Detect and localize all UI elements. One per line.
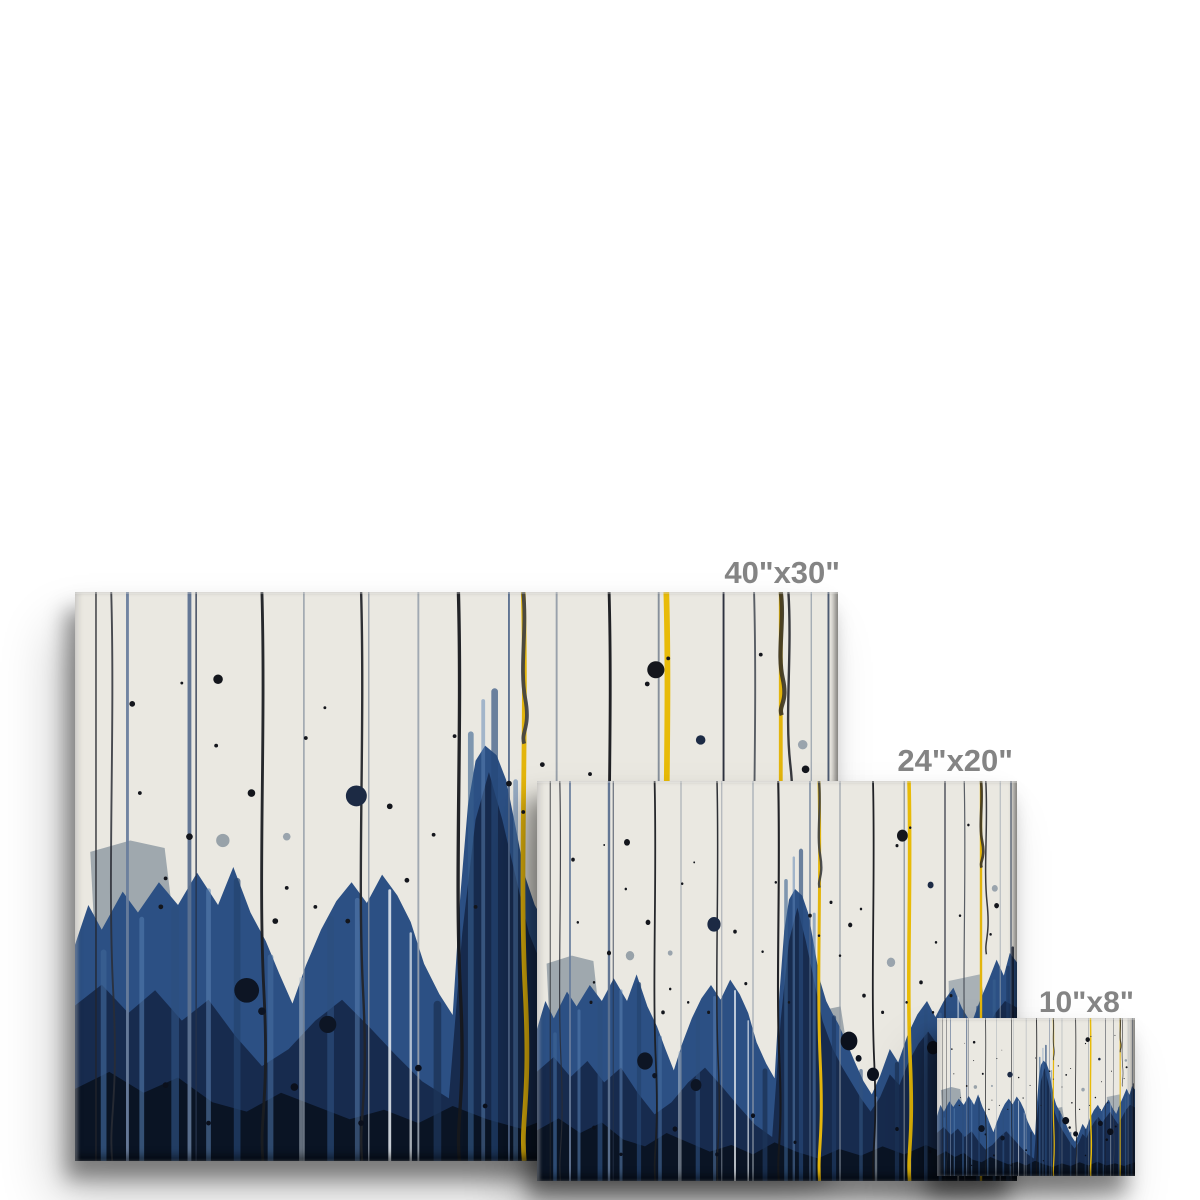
canvas-print-24x20 [537,781,1017,1181]
size-label-24x20: 24"x20" [897,743,1013,778]
abstract-artwork-10x8 [937,1018,1135,1176]
abstract-artwork-24x20 [537,781,1017,1181]
canvas-print-10x8 [937,1018,1135,1176]
size-label-40x30: 40"x30" [724,555,840,590]
size-label-10x8: 10"x8" [1038,986,1134,1019]
